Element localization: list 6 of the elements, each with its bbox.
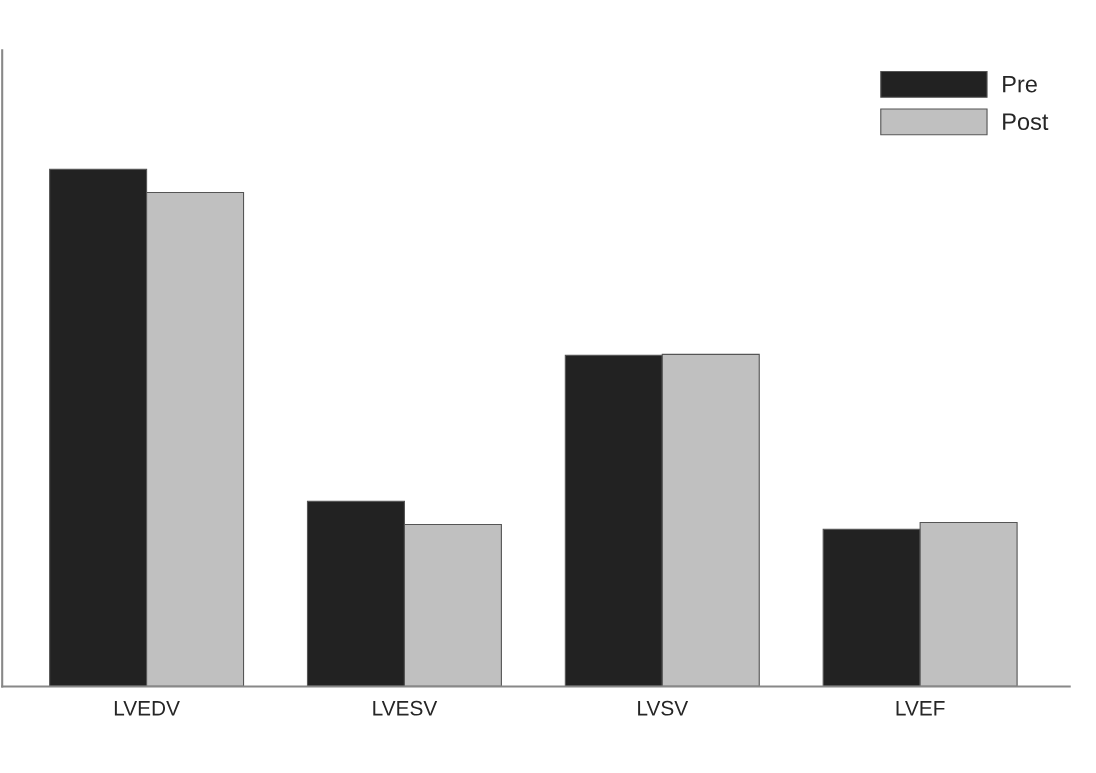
- x-tick-label: LVSV: [638, 700, 689, 716]
- legend-label: Post: [1003, 113, 1049, 131]
- x-tick-label: LVEF: [896, 701, 945, 716]
- x-tick-label: LVEDV: [114, 701, 180, 716]
- x-tick-label: LVESV: [373, 700, 438, 716]
- legend-label: Pre: [1003, 76, 1037, 93]
